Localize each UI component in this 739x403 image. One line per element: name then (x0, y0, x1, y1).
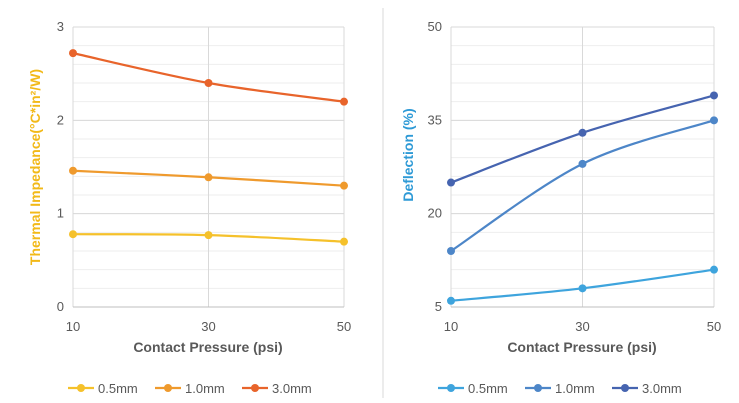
x-tick-label: 50 (337, 319, 351, 334)
data-point-1.0mm (340, 181, 348, 190)
x-axis-title: Contact Pressure (psi) (133, 339, 282, 355)
data-point-1.0mm (710, 116, 718, 125)
data-point-1.0mm (204, 173, 213, 182)
data-point-0.5mm (204, 231, 213, 240)
data-point-0.5mm (578, 284, 587, 293)
data-point-3.0mm (204, 79, 213, 87)
x-tick-label: 50 (707, 319, 721, 334)
data-point-3.0mm (710, 91, 718, 100)
legend-swatch-marker (164, 384, 172, 392)
thermal-impedance-chart: 0 1 2 3 10 30 50 Contact Pressure (psi) Thermal … (27, 19, 351, 396)
y-tick-label: 50 (428, 19, 442, 34)
y-axis-title: Deflection (%) (400, 108, 416, 201)
data-point-0.5mm (447, 296, 455, 305)
y-axis-title: Thermal Impedance(°C*in²/W) (27, 69, 43, 265)
data-point-3.0mm (578, 128, 587, 137)
data-point-0.5mm (69, 230, 77, 239)
deflection-chart: 5 20 35 50 10 30 50 Contact Pressure (psi) Defle… (400, 19, 721, 396)
y-tick-label: 2 (57, 112, 64, 127)
x-tick-label: 10 (444, 319, 458, 334)
data-point-1.0mm (578, 159, 587, 168)
legend-swatch-marker (447, 384, 455, 392)
y-tick-label: 20 (428, 206, 442, 221)
y-tick-label: 5 (435, 299, 442, 314)
x-tick-label: 10 (66, 319, 80, 334)
legend-swatch-marker (621, 384, 629, 392)
data-point-0.5mm (710, 265, 718, 274)
legend-entry: 0.5mm (98, 381, 138, 396)
data-point-3.0mm (340, 97, 348, 106)
data-point-1.0mm (69, 166, 77, 175)
data-point-3.0mm (447, 178, 455, 187)
data-point-1.0mm (447, 247, 455, 255)
data-point-0.5mm (340, 237, 348, 246)
y-tick-label: 3 (57, 19, 64, 34)
legend-entry: 3.0mm (272, 381, 312, 396)
legend-entry: 1.0mm (555, 381, 595, 396)
x-axis-title: Contact Pressure (psi) (507, 339, 656, 355)
legend-entry: 0.5mm (468, 381, 508, 396)
legend-entry: 3.0mm (642, 381, 682, 396)
data-point-3.0mm (69, 49, 77, 58)
legend-entry: 1.0mm (185, 381, 225, 396)
legend-swatch-marker (77, 384, 85, 392)
y-tick-label: 35 (428, 112, 442, 127)
legend-swatch-marker (251, 384, 259, 392)
legend-swatch-marker (534, 384, 542, 392)
y-tick-label: 1 (57, 206, 64, 221)
x-tick-label: 30 (575, 319, 589, 334)
x-tick-label: 30 (201, 319, 215, 334)
y-tick-label: 0 (57, 299, 64, 314)
